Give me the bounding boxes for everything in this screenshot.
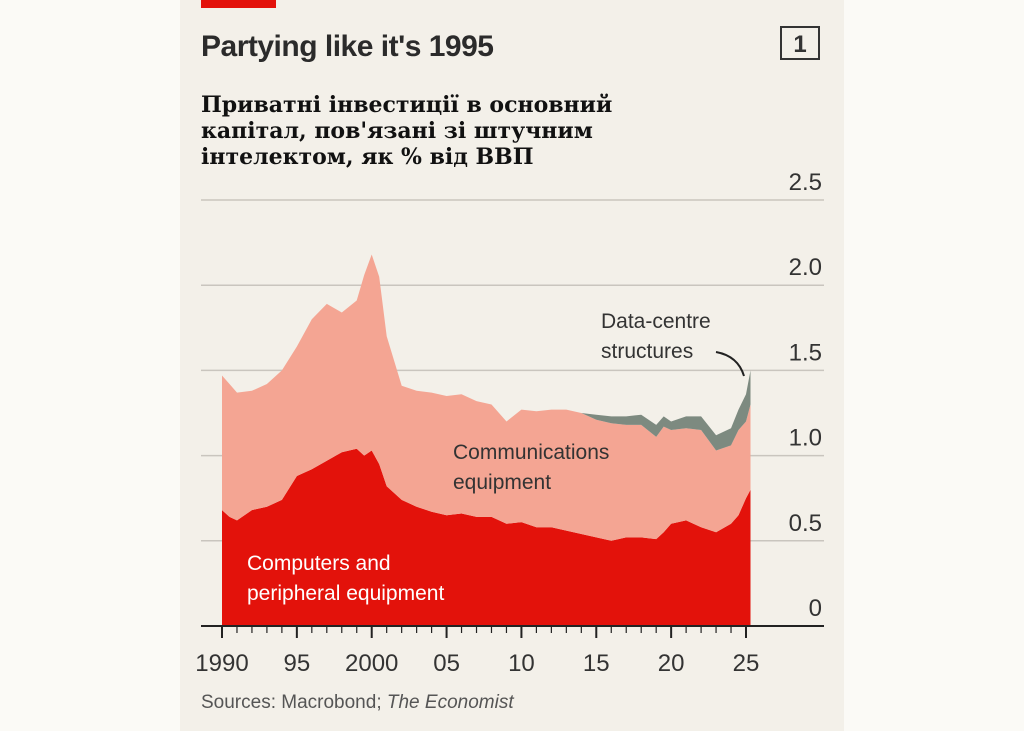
- series-label-datacentres: Data-centre: [601, 310, 711, 333]
- x-tick-label: 2000: [345, 650, 398, 677]
- areas: [222, 254, 751, 626]
- left-margin: [0, 0, 180, 731]
- y-tick-label: 1.5: [789, 339, 822, 366]
- source-publication: The Economist: [386, 692, 514, 713]
- brand-red-tab: [201, 0, 276, 8]
- series-label-datacentres: structures: [601, 340, 693, 363]
- x-tick-label: 10: [508, 650, 535, 677]
- source-prefix: Sources: Macrobond;: [201, 692, 387, 713]
- x-axis: 1990 95 2000 05 10 15 20 25: [195, 625, 824, 677]
- y-tick-label: 2.5: [789, 169, 822, 196]
- right-margin: [844, 0, 1024, 731]
- area-computers: [222, 448, 751, 626]
- series-label-computers: peripheral equipment: [247, 582, 444, 605]
- series-label-communications: equipment: [453, 471, 551, 494]
- series-label-computers: Computers and: [247, 552, 391, 575]
- y-tick-label: 2.0: [789, 254, 822, 281]
- y-tick-label: 0: [809, 595, 822, 622]
- y-tick-label: 1.0: [789, 425, 822, 452]
- annotations: Computers and peripheral equipment Communi…: [247, 310, 745, 605]
- chart-title: Partying like it's 1995: [201, 30, 494, 63]
- datacentre-leader-line: [715, 351, 745, 377]
- x-tick-label: 05: [433, 650, 460, 677]
- x-tick-label: 15: [583, 650, 610, 677]
- x-tick-label: 20: [658, 650, 685, 677]
- y-tick-label: 0.5: [789, 510, 822, 537]
- x-tick-label: 1990: [195, 650, 248, 677]
- area-communications: [222, 254, 751, 541]
- x-tick-label: 25: [733, 650, 760, 677]
- chart-subtitle: Приватні інвестиції в основний капітал, …: [201, 92, 613, 170]
- source-note: Sources: Macrobond; The Economist: [201, 692, 514, 714]
- chart-number-badge: 1: [780, 26, 820, 60]
- series-label-communications: Communications: [453, 441, 609, 464]
- x-tick-label: 95: [284, 650, 311, 677]
